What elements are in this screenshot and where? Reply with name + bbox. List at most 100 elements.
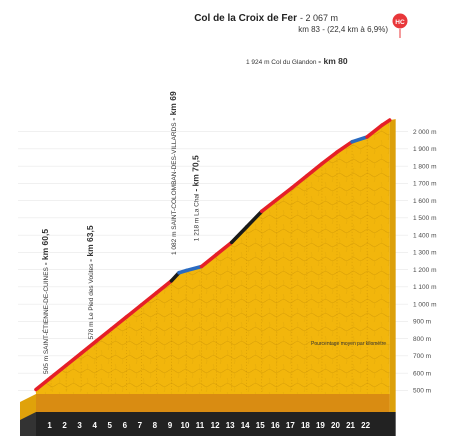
km-label: 6 bbox=[123, 421, 128, 430]
landmark-labels: 505 m SAINT-ÉTIENNE-DE-CUINES - km 60,55… bbox=[40, 56, 348, 374]
summit-marker: HC bbox=[392, 13, 408, 38]
profile-segment bbox=[259, 197, 279, 214]
y-tick-label: 500 m bbox=[413, 388, 431, 395]
glandon-km: - km 80 bbox=[318, 56, 348, 66]
profile-segment bbox=[109, 315, 129, 331]
glandon-label: 1 924 m Col du Glandon - km 80 bbox=[246, 56, 348, 66]
summit-title: Col de la Croix de Fer - 2 067 m km 83 -… bbox=[194, 13, 388, 34]
km-label: 14 bbox=[241, 421, 250, 430]
landmark-name: Le Pied des Voûtes bbox=[88, 262, 95, 320]
landmark-name: SAINT-COLOMBAN-DES-VILLARDS bbox=[171, 121, 178, 230]
y-tick-label: 1 100 m bbox=[413, 284, 437, 291]
km-label: 19 bbox=[316, 421, 325, 430]
landmark-text: 1 218 m La Chal - km 70,5 bbox=[191, 155, 201, 241]
landmark-altitude: 578 m bbox=[88, 320, 95, 340]
y-tick-label: 800 m bbox=[413, 336, 431, 343]
climb-title: Col de la Croix de Fer bbox=[194, 13, 297, 24]
profile-segment bbox=[335, 140, 354, 154]
landmark-km: - km 60,5 bbox=[40, 229, 50, 266]
profile-segment bbox=[154, 279, 174, 295]
profile-segment bbox=[274, 186, 294, 202]
profile-segment bbox=[199, 252, 219, 269]
km-label: 5 bbox=[108, 421, 113, 430]
profile-segment bbox=[305, 161, 324, 178]
landmark-altitude: 505 m bbox=[43, 354, 50, 374]
km-label: 16 bbox=[271, 421, 280, 430]
km-label: 22 bbox=[361, 421, 370, 430]
y-tick-label: 900 m bbox=[413, 319, 431, 326]
y-tick-label: 700 m bbox=[413, 353, 431, 360]
profile-segment bbox=[244, 209, 264, 229]
y-tick-label: 1 200 m bbox=[413, 267, 437, 274]
landmark-text: 578 m Le Pied des Voûtes - km 63,5 bbox=[85, 225, 95, 339]
y-tick-label: 1 900 m bbox=[413, 146, 437, 153]
km-label: 12 bbox=[211, 421, 220, 430]
gradient-strip bbox=[36, 394, 390, 412]
km-label: 2 bbox=[62, 421, 67, 430]
y-tick-label: 1 700 m bbox=[413, 181, 437, 188]
landmark-km: - km 69 bbox=[168, 91, 178, 121]
landmark-altitude: 1 218 m bbox=[194, 216, 201, 241]
km-axis: 1 2 3 4 5 6 7 8 9 10 11 12 13 14 15 16 17 18 19 20 21 22 bbox=[20, 394, 396, 436]
landmark-name: La Chal bbox=[194, 192, 201, 216]
profile-segment bbox=[94, 327, 114, 344]
km-label: 20 bbox=[331, 421, 340, 430]
y-axis-ticks: 500 m 600 m 700 m 800 m 900 m 1 000 m 1 100 m 1… bbox=[413, 129, 437, 395]
profile-segment bbox=[124, 303, 144, 319]
landmark: 1 218 m La Chal - km 70,5 bbox=[191, 155, 201, 241]
y-tick-label: 2 000 m bbox=[413, 129, 437, 136]
profile-segment bbox=[229, 225, 249, 245]
landmark: 1 082 m SAINT-COLOMBAN-DES-VILLARDS - km… bbox=[168, 91, 178, 255]
y-tick-label: 1 800 m bbox=[413, 163, 437, 170]
landmark-km: - km 70,5 bbox=[191, 155, 201, 192]
profile-side-face bbox=[389, 119, 396, 412]
profile-segment bbox=[139, 291, 159, 307]
km-label: 4 bbox=[92, 421, 97, 430]
profile-segment bbox=[169, 270, 181, 283]
landmark: 505 m SAINT-ÉTIENNE-DE-CUINES - km 60,5 bbox=[40, 229, 50, 374]
km-label: 1 bbox=[47, 421, 52, 430]
profile-area bbox=[36, 119, 396, 412]
glandon-name: Col du Glandon bbox=[271, 59, 318, 66]
profile-segment bbox=[290, 173, 309, 190]
landmark-km: - km 63,5 bbox=[85, 225, 95, 262]
profile-segment bbox=[214, 240, 234, 257]
profile-segment bbox=[49, 363, 68, 380]
profile-fill bbox=[36, 120, 390, 412]
landmark-name: SAINT-ÉTIENNE-DE-CUINES bbox=[41, 265, 50, 354]
km-label: 10 bbox=[181, 421, 190, 430]
km-band-left-face bbox=[20, 412, 36, 436]
y-tick-label: 1 600 m bbox=[413, 198, 437, 205]
km-label: 17 bbox=[286, 421, 295, 430]
landmark-text: 505 m SAINT-ÉTIENNE-DE-CUINES - km 60,5 bbox=[40, 229, 50, 374]
y-tick-label: 600 m bbox=[413, 370, 431, 377]
km-gridlines bbox=[35, 139, 368, 393]
profile-segment bbox=[64, 351, 83, 368]
climb-altitude: - 2 067 m bbox=[300, 13, 338, 23]
profile-segment bbox=[320, 150, 339, 166]
profile-segment bbox=[350, 135, 369, 144]
km-label: 7 bbox=[138, 421, 143, 430]
average-gradient-note: Pourcentage moyen par kilomètre bbox=[311, 341, 386, 347]
profile-segment bbox=[184, 264, 204, 273]
glandon-altitude: 1 924 m bbox=[246, 59, 271, 66]
profile-segment bbox=[34, 375, 53, 392]
km-label: 9 bbox=[168, 421, 173, 430]
summit-info: km 83 - (22,4 km à 6,9%) bbox=[298, 25, 388, 34]
profile-line bbox=[34, 118, 392, 392]
km-label: 13 bbox=[226, 421, 235, 430]
y-tick-label: 1 000 m bbox=[413, 301, 437, 308]
y-tick-label: 1 500 m bbox=[413, 215, 437, 222]
profile-segment bbox=[380, 118, 392, 127]
km-label: 3 bbox=[77, 421, 82, 430]
hc-badge-label: HC bbox=[395, 19, 405, 26]
km-label: 11 bbox=[196, 421, 205, 430]
km-label: 8 bbox=[153, 421, 158, 430]
profile-segment bbox=[79, 339, 98, 356]
hc-badge bbox=[392, 13, 408, 29]
km-label: 18 bbox=[301, 421, 310, 430]
y-tick-label: 1 300 m bbox=[413, 250, 437, 257]
y-tick-label: 1 400 m bbox=[413, 232, 437, 239]
km-label: 15 bbox=[256, 421, 265, 430]
